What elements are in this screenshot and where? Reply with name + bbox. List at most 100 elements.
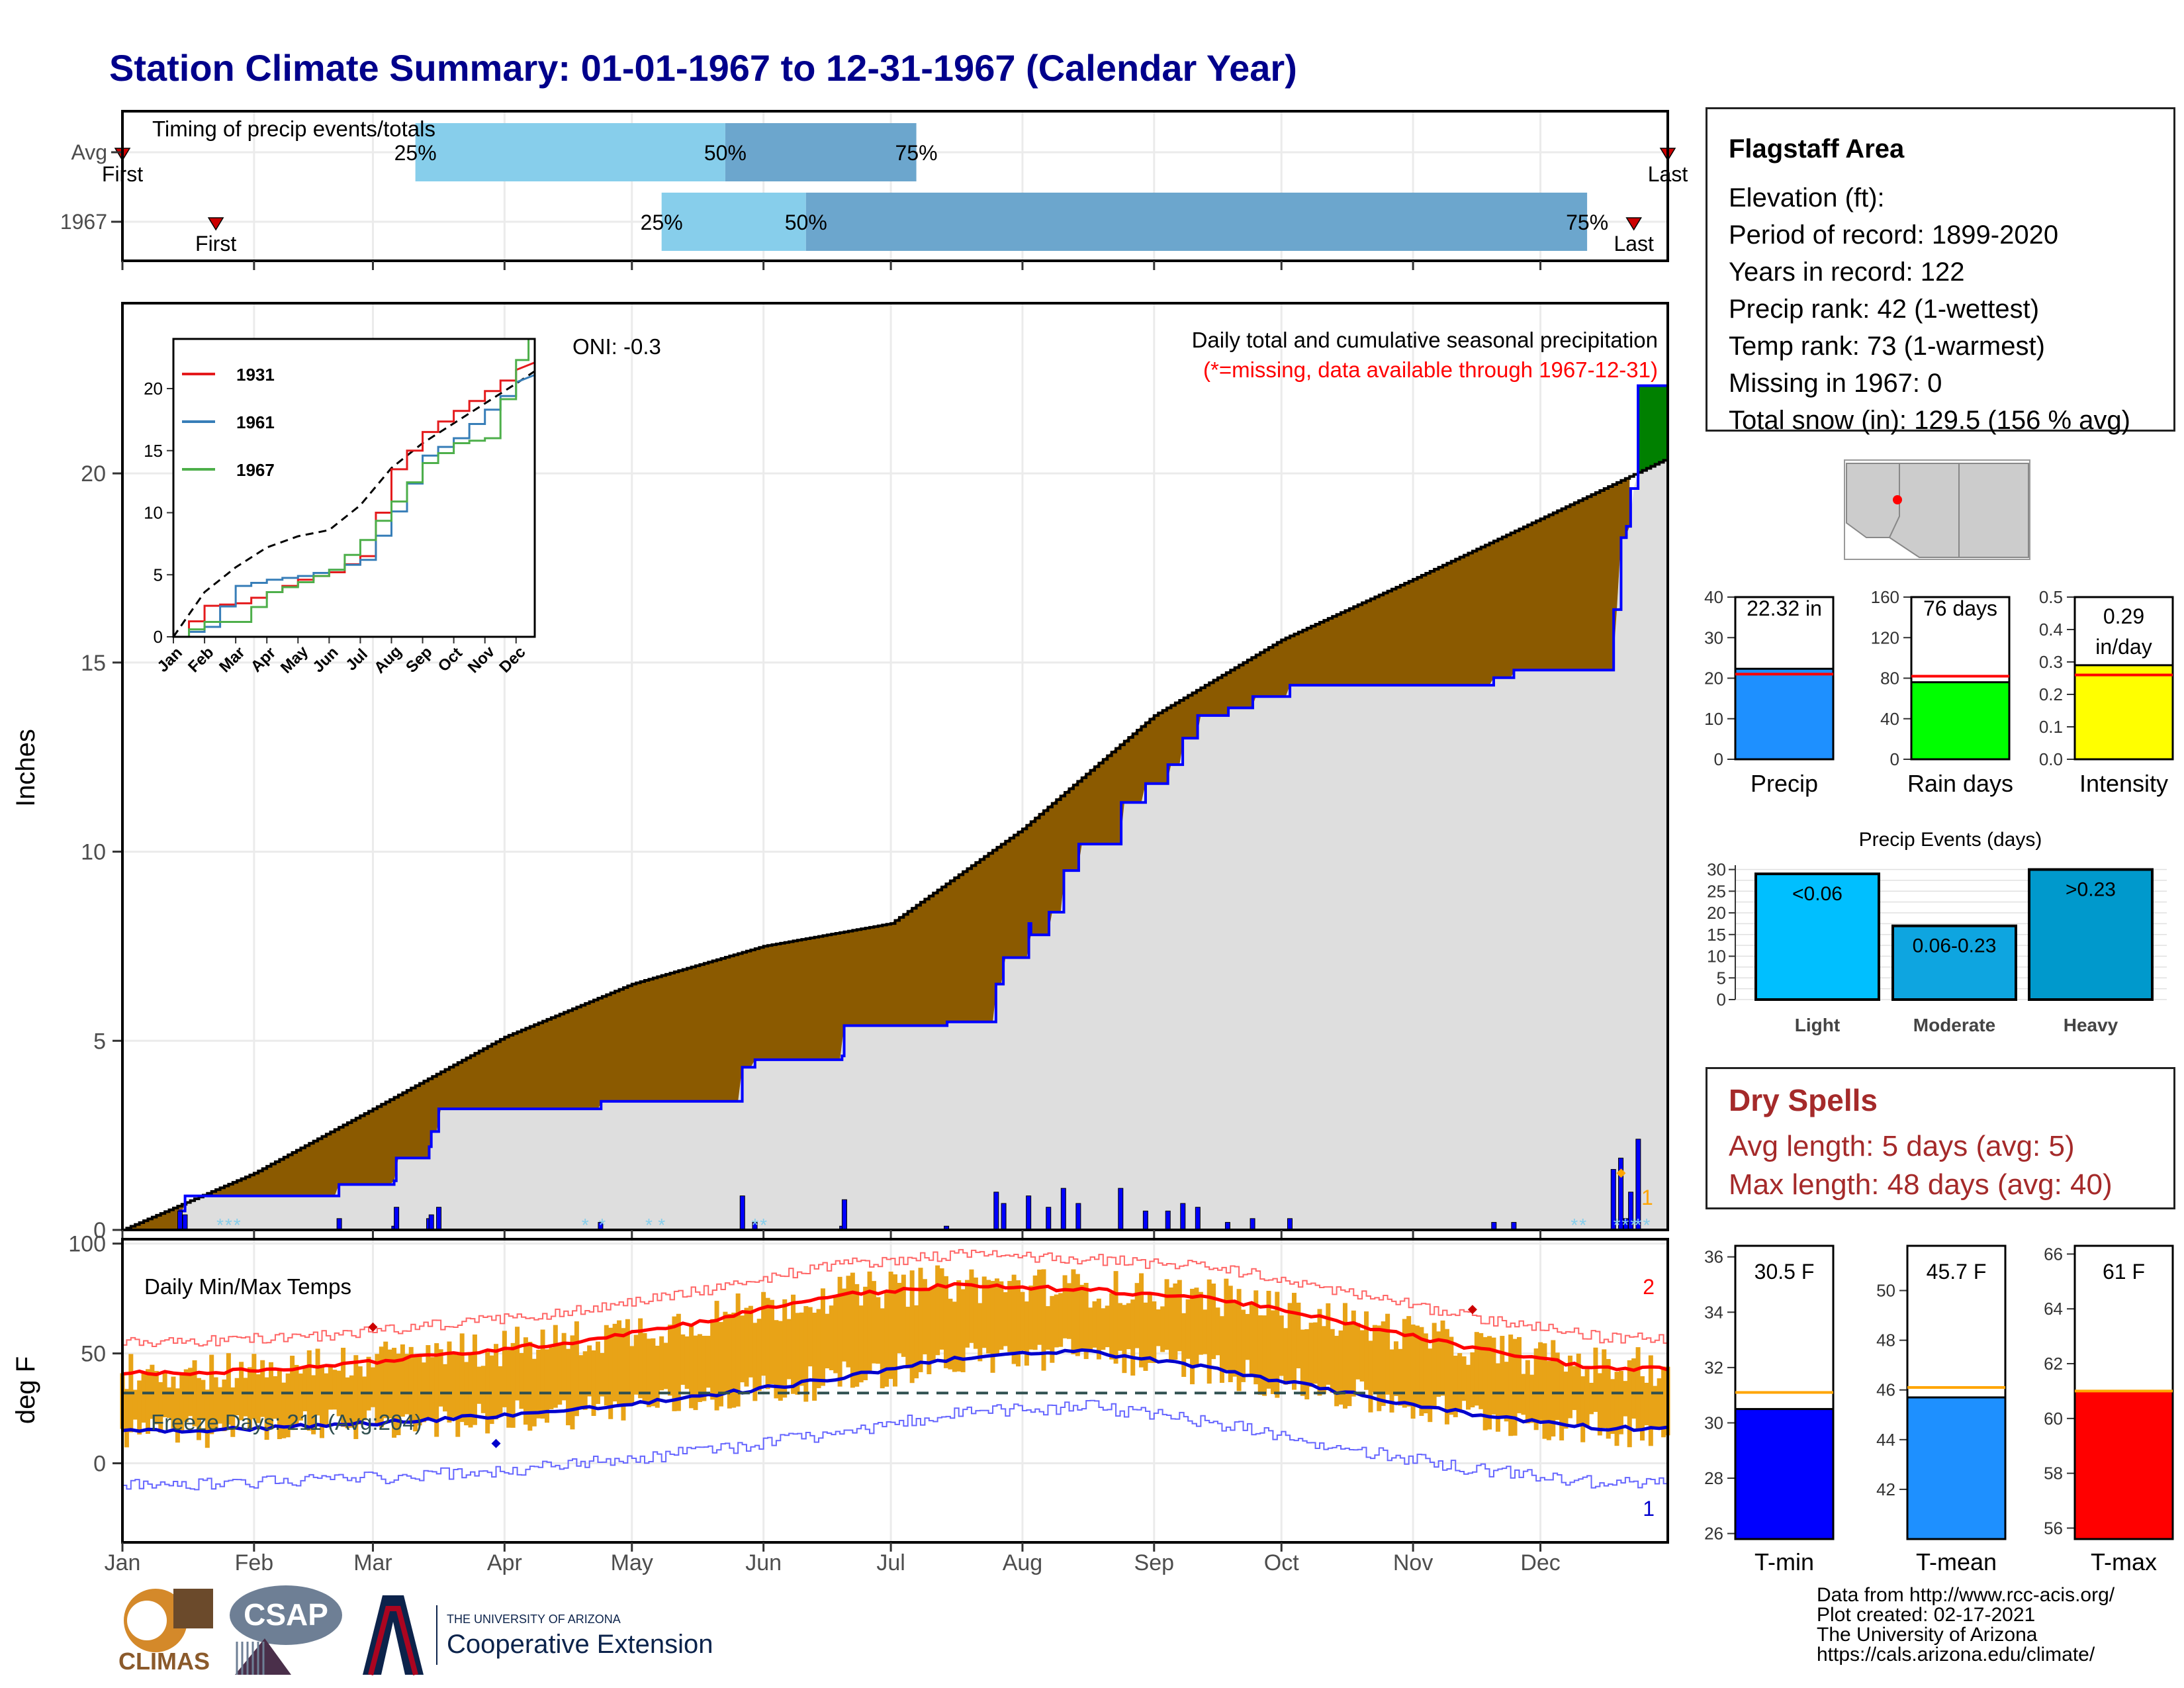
credit-date: Plot created: 02-17-2021 [1817,1604,2036,1626]
tempbar-y-tick-label: 46 [1876,1380,1895,1400]
dry-spells-max: Max length: 48 days (avg: 40) [1729,1168,2113,1201]
daily-temp-bar [625,1319,630,1405]
daily-precip-bar [1118,1188,1124,1231]
daily-temp-bar [328,1366,333,1410]
daily-temp-bar [1287,1303,1293,1383]
page-title: Station Climate Summary: 01-01-1967 to 1… [109,47,1297,89]
tempbar-y-tick-label: 64 [2044,1299,2063,1319]
daily-temp-bar [1219,1316,1224,1383]
daily-temp-bar [1270,1310,1275,1394]
daily-temp-bar [990,1281,995,1373]
month-label: May [611,1550,653,1575]
daily-temp-bar [1500,1336,1505,1419]
daily-temp-bar [561,1333,567,1401]
tempbar-y-tick-label: 28 [1704,1468,1723,1488]
month-label: Sep [1134,1550,1175,1575]
daily-temp-bar [748,1305,753,1378]
daily-temp-bar [213,1377,218,1431]
daily-temp-bar [842,1288,847,1362]
snow-marker: * [658,1215,665,1235]
daily-temp-bar [693,1335,698,1411]
daily-temp-bar [443,1364,448,1412]
daily-temp-bar [566,1348,571,1426]
daily-temp-bar [1071,1269,1076,1354]
daily-temp-bar [230,1387,236,1437]
temp-panel-label: Daily Min/Max Temps [144,1274,351,1299]
events-title: Precip Events (days) [1859,829,2042,851]
daily-temp-bar [1224,1278,1229,1370]
events-bar [2028,868,2154,1001]
daily-temp-bar [1648,1355,1653,1446]
daily-temp-bar [1122,1305,1127,1374]
daily-temp-bar [718,1322,723,1407]
daily-temp-bar [863,1286,868,1381]
daily-temp-bar [1054,1294,1059,1348]
daily-precip-bar [394,1207,400,1231]
daily-precip-bar [428,1214,434,1231]
daily-temp-bar [472,1334,477,1425]
daily-temp-bar [1559,1362,1565,1441]
daily-temp-bar [723,1311,728,1394]
daily-temp-bar [952,1301,957,1372]
daily-temp-bar [1279,1315,1284,1376]
daily-temp-bar [1640,1376,1645,1441]
daily-temp-bar [1092,1301,1097,1348]
daily-temp-bar [1419,1327,1424,1416]
daily-temp-bar [595,1341,600,1404]
tempbar-value-text: 61 F [2103,1260,2145,1284]
summary-label: Precip [1751,770,1818,797]
daily-temp-bar [837,1276,842,1387]
daily-temp-bar [846,1276,851,1368]
timing-frame [121,110,1669,262]
dry-spells-box: Dry Spells Avg length: 5 days (avg: 5) M… [1706,1067,2175,1209]
daily-temp-bar [510,1342,516,1428]
daily-temp-bar [884,1291,889,1387]
inset-legend-label: 1931 [236,365,275,385]
daily-temp-bar [1563,1372,1569,1429]
events-category-label: Moderate [1913,1015,1995,1035]
summary-y-tick-label: 160 [1871,587,1899,607]
daily-temp-bar [557,1345,563,1405]
precip-frame [121,302,1669,1231]
snow-marker: * [1621,1215,1629,1235]
timing-label-50: 50% [704,141,747,165]
daily-temp-bar [498,1366,503,1415]
summary-y-tick-label: 0.1 [2039,717,2063,737]
info-snow: Total snow (in): 129.5 (156 % avg) [1729,406,2130,435]
daily-temp-bar [935,1265,940,1356]
daily-temp-bar [1334,1335,1340,1407]
summary-y-tick-label: 120 [1871,628,1899,647]
events-y-tick-label: 30 [1707,860,1726,880]
daily-precip-bar [1165,1210,1171,1231]
daily-temp-bar [702,1335,707,1401]
timing-first-marker [207,217,224,231]
daily-temp-bar [523,1337,528,1425]
month-label: Feb [235,1550,274,1575]
precip-missing-note: (*=missing, data available through 1967-… [1203,357,1658,382]
daily-temp-bar [876,1297,881,1364]
daily-temp-bar [1393,1341,1398,1396]
map-state-arizona [1888,463,1960,558]
daily-temp-bar [438,1349,443,1407]
daily-temp-bar [672,1316,677,1411]
daily-temp-bar [1589,1382,1594,1415]
timing-last-label: Last [1614,232,1654,256]
timing-label-75: 75% [1566,211,1608,234]
daily-temp-bar [689,1326,694,1409]
daily-temp-bar [1126,1303,1131,1350]
summary-value-text: in/day [2095,635,2152,659]
daily-temp-bar [468,1352,473,1428]
tempbar-y-tick-label: 32 [1704,1358,1723,1378]
map-station-dot [1893,495,1902,504]
daily-temp-bar [1474,1332,1479,1406]
daily-temp-bar [735,1293,741,1407]
daily-temp-bar [1164,1279,1169,1350]
daily-temp-bar [1156,1309,1161,1346]
daily-precip-bar [1001,1203,1007,1231]
daily-temp-bar [1109,1293,1115,1360]
temp-panel: 0 50 100 deg F Daily Min/Max Temps Freeze Day… [11,1232,1670,1544]
events-bar-label: 0.06-0.23 [1913,935,1997,957]
summary-y-tick-label: 30 [1704,628,1723,647]
daily-temp-bar [663,1342,668,1389]
daily-temp-bar [1466,1364,1471,1410]
